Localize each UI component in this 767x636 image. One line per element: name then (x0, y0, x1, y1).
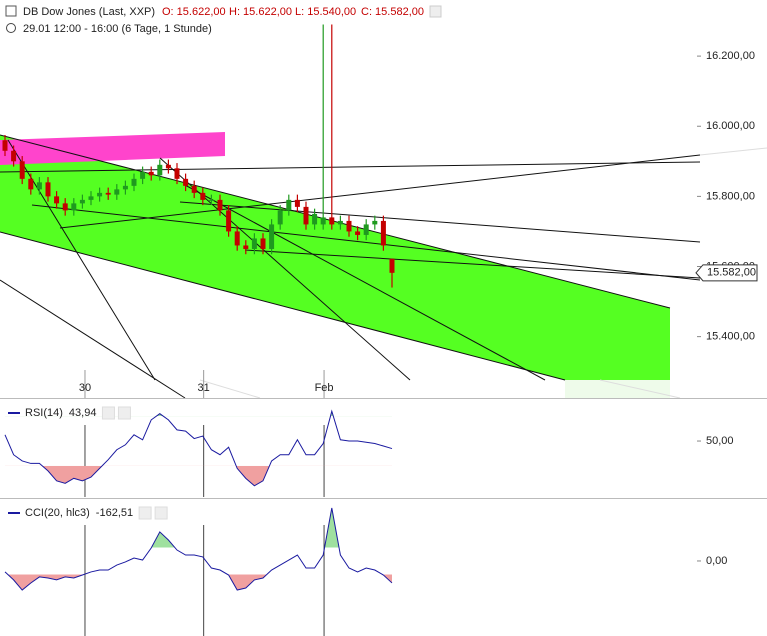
oversold-fill (7, 574, 392, 591)
candle-body (294, 199, 300, 207)
x-tick-label: 31 (198, 382, 210, 394)
candle-body (148, 171, 154, 176)
candle-body (140, 171, 146, 179)
candle-body (131, 178, 137, 186)
chart-subtitle: 29.01 12:00 - 16:00 (6 Tage, 1 Stunde) (23, 23, 212, 35)
rectangle-drawing (0, 132, 225, 165)
candle-body (19, 161, 25, 179)
candle-body (234, 231, 240, 246)
candle-body (346, 220, 352, 232)
trend-line (199, 379, 261, 399)
candle-body (122, 185, 128, 190)
faded-lines (199, 147, 767, 399)
candle-body (200, 192, 206, 200)
panel-button[interactable] (154, 506, 168, 520)
oversold-fill (42, 465, 270, 486)
candle-body (208, 199, 214, 201)
candle-body (183, 178, 189, 186)
panel-button[interactable] (138, 506, 152, 520)
candle-body (36, 182, 42, 190)
trend-line (0, 161, 701, 173)
indicator-name: RSI(14) (25, 407, 63, 419)
x-tick-label: 30 (79, 382, 91, 394)
candle-body (71, 203, 77, 211)
trend-line (59, 154, 701, 229)
candle-body (11, 150, 17, 162)
candle-body (217, 199, 223, 211)
candle-body (45, 182, 51, 197)
candle-body (337, 220, 343, 225)
clock-icon (6, 23, 16, 33)
y-tick-label: 50,00 (706, 435, 734, 447)
settings-button[interactable] (429, 5, 442, 18)
indicator-value: 43,94 (69, 407, 97, 419)
trend-line (699, 147, 767, 156)
trend-line (184, 184, 546, 381)
candle-body (277, 210, 283, 225)
trend-line (0, 231, 566, 381)
trend-channel (0, 135, 670, 380)
candle-body (389, 258, 395, 273)
candle-body (28, 178, 34, 190)
trend-line (599, 379, 681, 399)
indicator-name: CCI(20, hlc3) (25, 507, 90, 519)
candle-body (286, 199, 292, 211)
trend-lines (0, 134, 701, 399)
candle-body (243, 245, 249, 249)
candle-body (251, 238, 257, 249)
price-marker-label: 15.582,00 (707, 267, 756, 279)
candle-body (303, 206, 309, 225)
ohlc-close: C: 15.582,00 (361, 6, 424, 18)
indicator-line (4, 409, 393, 487)
candle-body (355, 231, 361, 235)
panel-button[interactable] (101, 406, 115, 420)
drawings (0, 132, 767, 399)
candle-body (320, 217, 326, 225)
candle-body (62, 203, 68, 211)
candle-body (105, 192, 111, 195)
y-tick-label: 15.800,00 (706, 190, 755, 202)
chart-title: DB Dow Jones (Last, XXP) (23, 6, 155, 18)
toggle-icon[interactable] (5, 5, 17, 17)
y-tick-label: 15.400,00 (706, 331, 755, 343)
y-tick-label: 16.000,00 (706, 120, 755, 132)
candle-body (157, 164, 163, 176)
trend-line (179, 201, 701, 243)
candle-body (380, 220, 386, 246)
candle-body (54, 196, 60, 204)
trend-line (31, 204, 701, 281)
indicator-value: -162,51 (96, 507, 133, 519)
candle-body (88, 196, 94, 200)
candle-body (97, 192, 103, 197)
ohlc-open: O: 15.622,00 (162, 6, 226, 18)
trend-line (0, 134, 671, 309)
price-marker (695, 264, 758, 282)
candle-body (372, 220, 378, 225)
trend-line (0, 279, 186, 399)
candle-body (191, 185, 197, 193)
candle-body (79, 199, 85, 204)
candle-body (174, 168, 180, 179)
candle-body (269, 224, 275, 249)
candle-body (114, 189, 120, 195)
ohlc-low: L: 15.540,00 (295, 6, 356, 18)
y-tick-label: 0,00 (706, 555, 727, 567)
ohlc-high: H: 15.622,00 (229, 6, 292, 18)
x-tick-label: Feb (315, 382, 334, 394)
candle-body (312, 213, 318, 225)
channel-fade (565, 380, 670, 398)
candle-body (329, 217, 335, 225)
trend-line (244, 249, 701, 279)
candle-body (363, 224, 369, 235)
y-tick-label: 16.200,00 (706, 50, 755, 62)
candle-body (165, 164, 171, 169)
candle-body (2, 140, 8, 151)
candle-body (226, 210, 232, 232)
indicator-line (4, 507, 393, 591)
panel-button[interactable] (117, 406, 131, 420)
candle-body (260, 238, 266, 249)
